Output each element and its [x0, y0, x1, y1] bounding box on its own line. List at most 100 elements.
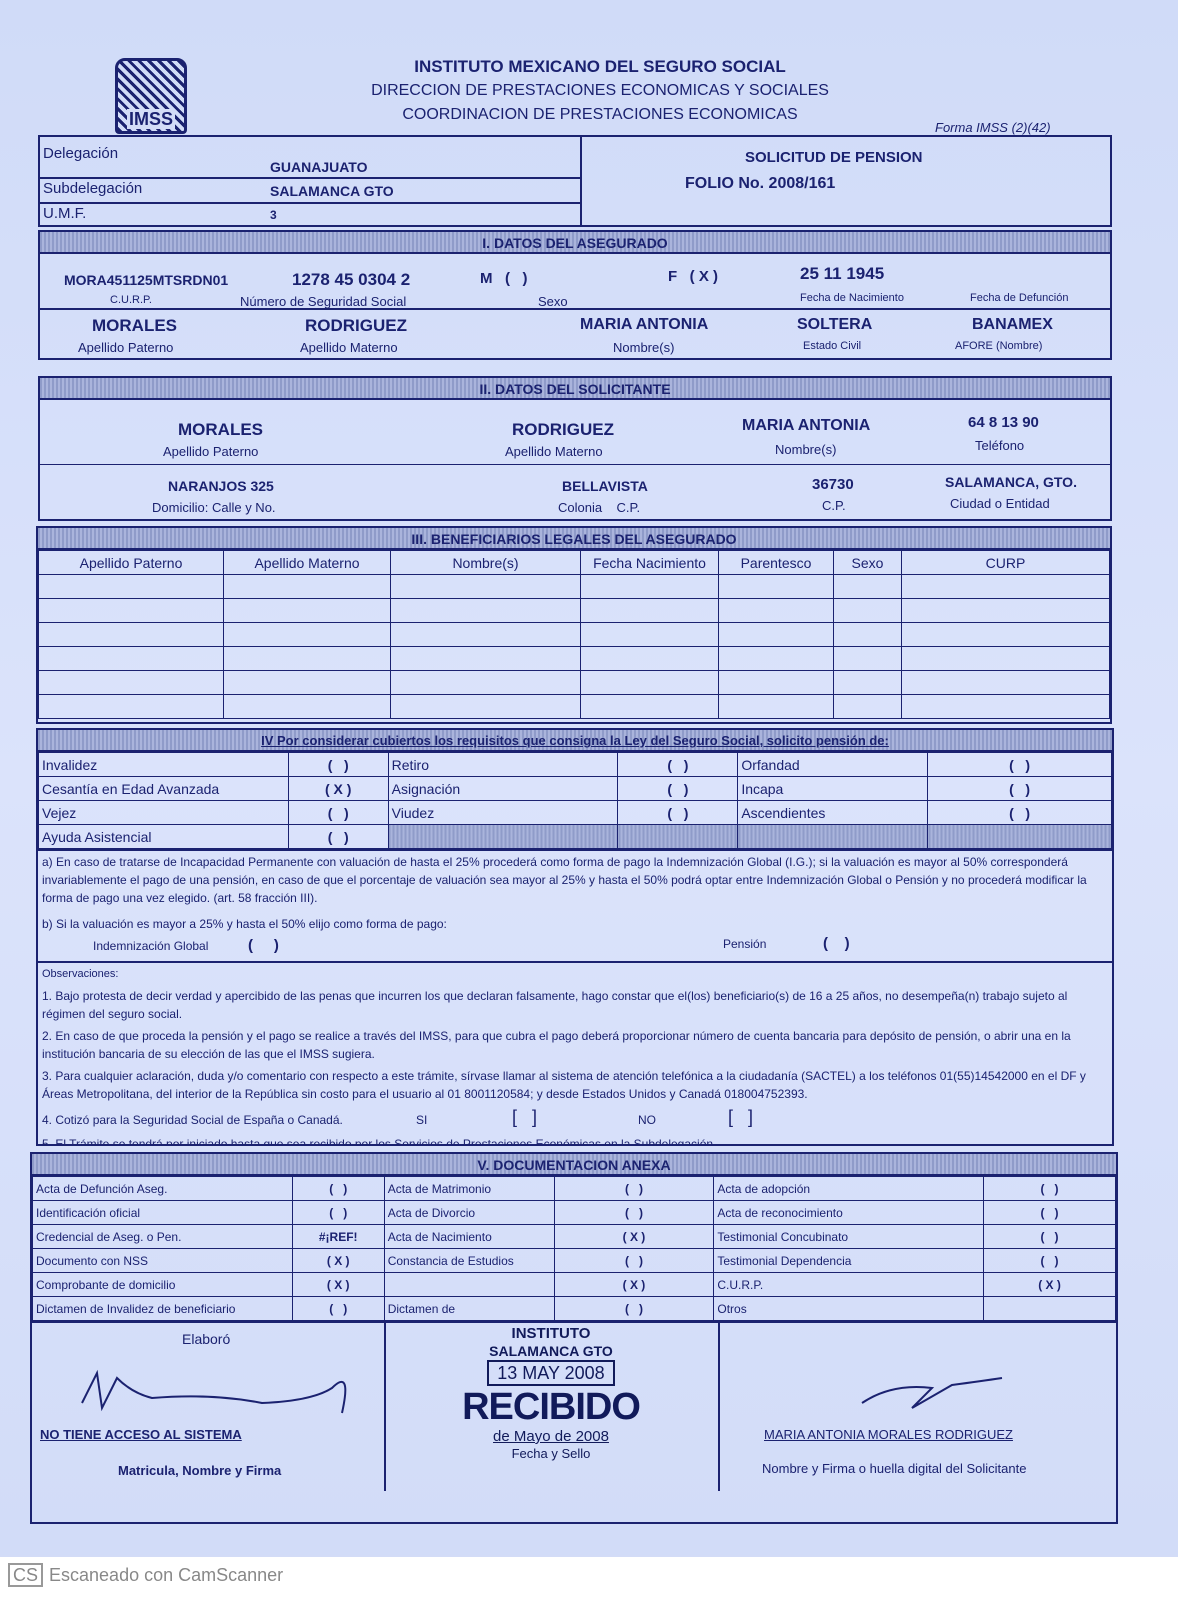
curp-value: MORA451125MTSRDN01 [64, 272, 229, 288]
table-row: Vejez( ) Viudez( ) Ascendientes( ) [38, 800, 1112, 825]
option-checkbox[interactable]: #¡REF! [291, 1224, 385, 1249]
domicilio-value: NARANJOS 325 [168, 478, 274, 494]
table-row: Comprobante de domicilio( X )( X ) C.U.R.… [32, 1272, 1116, 1297]
colonia-label: Colonia C.P. [558, 500, 641, 515]
stamp-text: INSTITUTO [511, 1325, 591, 1342]
section-asegurado: I. DATOS DEL ASEGURADO MORA451125MTSRDN0… [38, 230, 1112, 360]
option-checkbox[interactable]: ( ) [287, 800, 389, 825]
si-checkbox[interactable]: [ ] [512, 1107, 538, 1127]
table-row: Cesantía en Edad Avanzada( X ) Asignación… [38, 776, 1112, 801]
option-checkbox[interactable]: ( ) [983, 1176, 1116, 1201]
delegacion-value: GUANAJUATO [270, 159, 368, 175]
table-row [38, 598, 1110, 623]
sexo-label: Sexo [538, 294, 568, 309]
option-checkbox[interactable]: ( ) [291, 1176, 385, 1201]
form-id: Forma IMSS (2)(42) [935, 120, 1051, 135]
materno-label: Apellido Materno [300, 340, 398, 355]
table-row: Acta de Defunción Aseg.( ) Acta de Matrim… [32, 1176, 1116, 1201]
nombre-value: MARIA ANTONIA [742, 417, 871, 434]
option-checkbox[interactable]: ( ) [983, 1248, 1116, 1273]
option-checkbox[interactable]: ( X ) [287, 776, 389, 801]
option-checkbox[interactable]: ( ) [617, 776, 739, 801]
colonia-value: BELLAVISTA [562, 478, 648, 494]
telefono-value: 64 8 13 90 [968, 414, 1039, 431]
umf-label: U.M.F. [43, 205, 87, 222]
option-checkbox[interactable]: ( ) [287, 752, 389, 777]
footer-text: Escaneado con CamScanner [49, 1565, 284, 1585]
observacion-1: 1. Bajo protesta de decir verdad y aperc… [42, 989, 1068, 1021]
option-checkbox[interactable]: ( ) [983, 1200, 1116, 1225]
column-header: Nombre(s) [390, 550, 581, 575]
option-checkbox[interactable]: ( ) [617, 752, 739, 777]
option-checkbox[interactable]: ( ) [291, 1200, 385, 1225]
estado-civil-label: Estado Civil [803, 340, 862, 352]
option-checkbox[interactable]: ( X ) [983, 1272, 1116, 1297]
option-label: Ascendientes [737, 800, 929, 825]
pension-checkbox[interactable]: ( ) [823, 935, 850, 952]
option-checkbox[interactable]: ( ) [553, 1176, 715, 1201]
option-checkbox[interactable]: ( ) [553, 1248, 715, 1273]
umf-value: 3 [270, 208, 277, 222]
option-label: Acta de Nacimiento [383, 1224, 555, 1249]
column-header: Apellido Materno [223, 550, 391, 575]
option-checkbox[interactable]: ( ) [617, 800, 739, 825]
option-label: Testimonial Concubinato [713, 1224, 985, 1249]
materno-value: RODRIGUEZ [512, 420, 614, 439]
option-checkbox[interactable]: ( X ) [553, 1224, 715, 1249]
option-checkbox[interactable] [983, 1296, 1116, 1321]
option-checkbox[interactable]: ( ) [927, 800, 1112, 825]
table-row: Ayuda Asistencial( ) [38, 824, 1112, 849]
table-row [38, 622, 1110, 647]
option-label: Acta de Divorcio [383, 1200, 555, 1225]
solicitante-name: MARIA ANTONIA MORALES RODRIGUEZ [764, 1427, 1013, 1442]
option-label: Viudez [387, 800, 619, 825]
option-checkbox[interactable]: ( ) [553, 1296, 715, 1321]
option-checkbox[interactable]: ( ) [553, 1200, 715, 1225]
table-row: Invalidez( ) Retiro( ) Orfandad( ) [38, 752, 1112, 777]
ciudad-value: SALAMANCA, GTO. [945, 474, 1077, 490]
option-checkbox[interactable]: ( ) [287, 824, 389, 849]
document-header: INSTITUTO MEXICANO DEL SEGURO SOCIAL DIR… [300, 55, 900, 127]
section-solicitante: II. DATOS DEL SOLICITANTE MORALES Apelli… [38, 376, 1112, 521]
ig-checkbox[interactable]: ( ) [248, 937, 279, 954]
table-row [38, 694, 1110, 719]
materno-value: RODRIGUEZ [305, 316, 407, 335]
received-stamp: INSTITUTO SALAMANCA GTO 13 MAY 2008 RECI… [388, 1325, 714, 1489]
nss-label: Número de Seguridad Social [240, 294, 407, 309]
fecha-defuncion-label: Fecha de Defunción [970, 292, 1069, 304]
option-label: Vejez [38, 800, 289, 825]
section-documentacion: V. DOCUMENTACION ANEXA Acta de Defunción… [30, 1152, 1118, 1524]
option-checkbox[interactable]: ( X ) [553, 1272, 715, 1297]
table-row [38, 574, 1110, 599]
option-checkbox[interactable]: ( X ) [291, 1272, 385, 1297]
option-label: Constancia de Estudios [383, 1248, 555, 1273]
subdelegacion-label: Subdelegación [43, 180, 143, 197]
note-a: a) En caso de tratarse de Incapacidad Pe… [38, 849, 1112, 909]
observacion-5: 5. El Trámite se tendrá por iniciado has… [42, 1137, 717, 1146]
section-title: II. DATOS DEL SOLICITANTE [40, 378, 1110, 400]
option-checkbox[interactable]: ( ) [291, 1296, 385, 1321]
no-checkbox[interactable]: [ ] [728, 1107, 754, 1127]
domicilio-label: Domicilio: Calle y No. [152, 500, 276, 515]
option-label: Asignación [387, 776, 619, 801]
option-checkbox[interactable]: ( ) [983, 1224, 1116, 1249]
materno-label: Apellido Materno [505, 444, 603, 459]
option-label: Invalidez [38, 752, 289, 777]
option-label: Credencial de Aseg. o Pen. [32, 1224, 293, 1249]
observacion-4: 4. Cotizó para la Seguridad Social de Es… [42, 1113, 343, 1127]
observacion-3: 3. Para cualquier aclaración, duda y/o c… [42, 1069, 1086, 1101]
option-checkbox[interactable]: ( X ) [291, 1248, 385, 1273]
option-label: C.U.R.P. [713, 1272, 985, 1297]
option-label: Acta de Defunción Aseg. [32, 1176, 293, 1201]
column-header: Parentesco [718, 550, 834, 575]
fecha-nacimiento-label: Fecha de Nacimiento [800, 292, 904, 304]
cp-label: C.P. [822, 498, 846, 513]
option-checkbox[interactable]: ( ) [927, 776, 1112, 801]
documentacion-table: Acta de Defunción Aseg.( ) Acta de Matrim… [32, 1176, 1116, 1321]
document-page: IMSS INSTITUTO MEXICANO DEL SEGURO SOCIA… [0, 0, 1178, 1555]
nss-value: 1278 45 0304 2 [292, 270, 411, 289]
column-header: Apellido Paterno [38, 550, 224, 575]
beneficiarios-table: Apellido Paterno Apellido Materno Nombre… [38, 550, 1110, 719]
section-title: IV Por considerar cubiertos los requisit… [38, 730, 1112, 752]
option-checkbox[interactable]: ( ) [927, 752, 1112, 777]
